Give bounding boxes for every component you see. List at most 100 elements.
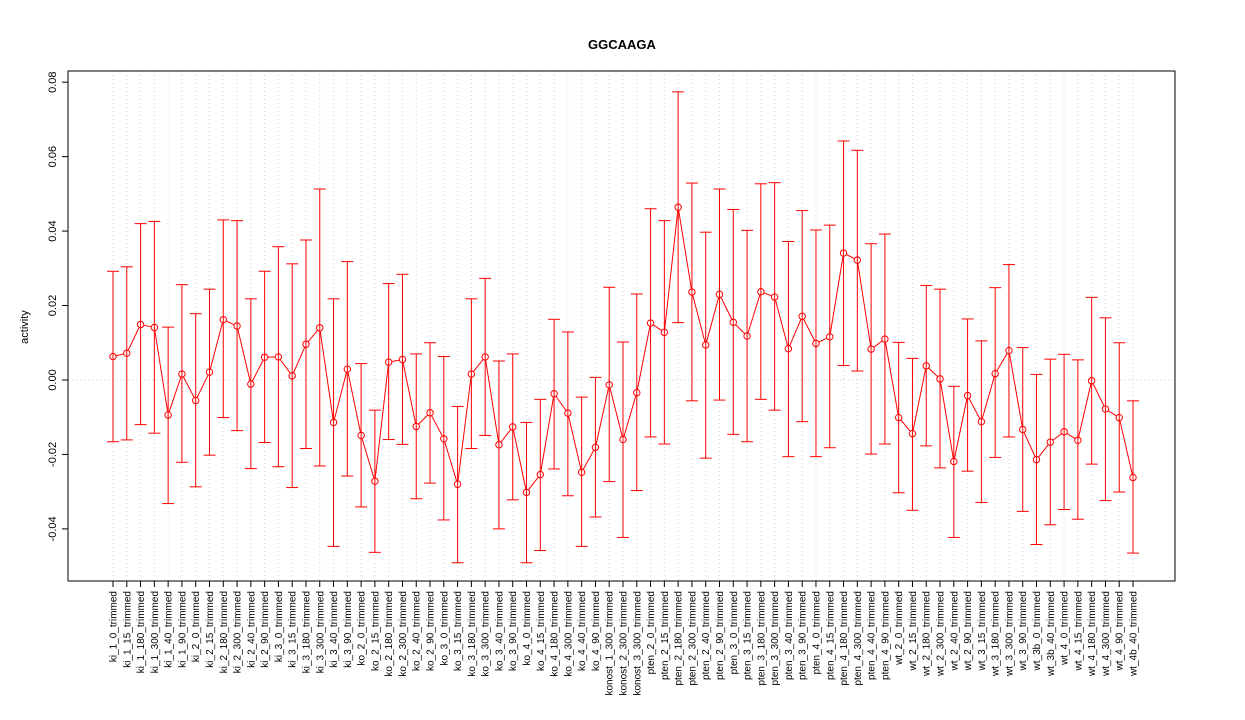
x-tick-label: wt_2_0_trimmed bbox=[894, 591, 905, 666]
data-point bbox=[192, 396, 200, 405]
x-tick-label: pten_4_15_trimmed bbox=[825, 591, 836, 680]
series-segment bbox=[940, 381, 954, 459]
data-point bbox=[453, 480, 462, 488]
x-tick-label: pten_3_90_trimmed bbox=[798, 591, 809, 680]
data-point bbox=[550, 390, 558, 398]
y-tick-label: 0.02 bbox=[47, 295, 59, 316]
series-segment bbox=[1066, 432, 1076, 440]
data-point bbox=[302, 340, 310, 348]
x-tick-label: wt_2_180_trimmed bbox=[922, 591, 933, 677]
series-segment bbox=[912, 368, 927, 431]
data-point bbox=[839, 249, 848, 257]
x-tick-label: konost_1_300_trimmed bbox=[605, 591, 616, 696]
x-tick-label: ki_3_0_trimmed bbox=[274, 591, 285, 662]
data-point bbox=[178, 370, 186, 378]
x-tick-label: ko_4_90_trimmed bbox=[591, 591, 602, 671]
x-tick-label: ki_2_0_trimmed bbox=[191, 591, 202, 662]
series-segment bbox=[1119, 420, 1133, 475]
series-segment bbox=[500, 429, 512, 443]
series-segment bbox=[143, 324, 152, 328]
x-tick-label: ko_4_0_trimmed bbox=[522, 591, 533, 665]
series-segment bbox=[996, 353, 1008, 372]
data-point bbox=[495, 441, 503, 449]
x-tick-label: wt_3b_0_trimmed bbox=[1032, 591, 1043, 671]
series-segment bbox=[857, 263, 872, 346]
x-tick-label: ki_1_15_trimmed bbox=[122, 591, 133, 668]
data-point bbox=[164, 411, 172, 419]
x-tick-label: ko_3_300_trimmed bbox=[481, 591, 492, 677]
series-segment bbox=[444, 441, 458, 482]
series-segment bbox=[374, 365, 389, 479]
series-segment bbox=[981, 376, 995, 419]
x-tick-label: ko_2_0_trimmed bbox=[357, 591, 368, 665]
data-point bbox=[908, 429, 917, 438]
data-point bbox=[1115, 413, 1123, 422]
series-segment bbox=[182, 376, 195, 398]
series-segment bbox=[720, 297, 733, 320]
x-tick-label: ki_1_300_trimmed bbox=[150, 591, 161, 673]
data-point bbox=[1087, 377, 1096, 385]
x-tick-label: wt_4_180_trimmed bbox=[1087, 591, 1098, 677]
series-segment bbox=[678, 210, 692, 290]
data-point bbox=[784, 345, 793, 353]
series-segment bbox=[652, 324, 662, 331]
series-segment bbox=[485, 359, 499, 442]
data-point bbox=[577, 468, 586, 476]
x-tick-label: ki_3_90_trimmed bbox=[343, 591, 354, 668]
x-tick-label: ko_3_40_trimmed bbox=[494, 591, 505, 671]
series-segment bbox=[664, 210, 679, 330]
data-point bbox=[922, 362, 930, 370]
x-tick-label: wt_4_90_trimmed bbox=[1115, 591, 1126, 671]
x-tick-label: wt_3_180_trimmed bbox=[991, 591, 1002, 677]
series-segment bbox=[595, 387, 610, 445]
x-tick-label: pten_2_90_trimmed bbox=[715, 591, 726, 680]
x-tick-label: ki_1_40_trimmed bbox=[164, 591, 175, 668]
data-point bbox=[481, 353, 489, 361]
data-point bbox=[660, 328, 669, 337]
x-tick-label: ko_2_300_trimmed bbox=[398, 591, 409, 677]
data-point bbox=[991, 369, 999, 378]
data-point bbox=[936, 375, 944, 383]
x-tick-label: pten_2_180_trimmed bbox=[674, 591, 685, 686]
x-tick-label: pten_4_0_trimmed bbox=[811, 591, 822, 674]
series-segment bbox=[884, 342, 899, 415]
x-tick-label: wt_3_90_trimmed bbox=[1018, 591, 1029, 671]
y-tick-label: 0.04 bbox=[47, 220, 59, 241]
x-tick-label: wt_4b_40_trimmed bbox=[1129, 591, 1140, 677]
series-segment bbox=[127, 327, 140, 351]
series-segment bbox=[582, 449, 595, 470]
data-point bbox=[247, 380, 255, 388]
series-segment bbox=[636, 326, 651, 390]
series-segment bbox=[347, 372, 361, 433]
series-segment bbox=[789, 319, 802, 346]
data-point bbox=[1101, 405, 1110, 413]
data-point bbox=[1074, 436, 1082, 444]
x-tick-label: wt_3b_40_trimmed bbox=[1046, 591, 1057, 677]
series-segment bbox=[115, 353, 124, 357]
x-tick-label: wt_4_15_trimmed bbox=[1073, 591, 1084, 671]
x-tick-label: pten_2_0_trimmed bbox=[646, 591, 657, 674]
data-point bbox=[867, 345, 875, 353]
x-tick-label: pten_3_180_trimmed bbox=[756, 591, 767, 686]
series-segment bbox=[1009, 353, 1023, 427]
series-segment bbox=[472, 359, 484, 372]
x-tick-label: wt_2_40_trimmed bbox=[949, 591, 960, 671]
data-point bbox=[398, 355, 407, 364]
series-segment bbox=[1107, 410, 1117, 417]
series-segment bbox=[418, 414, 429, 425]
data-point bbox=[605, 381, 613, 389]
data-point bbox=[440, 435, 448, 443]
x-tick-label: wt_3_300_trimmed bbox=[1004, 591, 1015, 677]
data-point bbox=[715, 290, 724, 299]
chart-title: GGCAAGA bbox=[588, 37, 657, 52]
data-point bbox=[536, 470, 544, 479]
y-tick-label: 0.08 bbox=[47, 71, 59, 92]
x-tick-label: ki_2_90_trimmed bbox=[260, 591, 271, 668]
series-segment bbox=[1038, 444, 1049, 458]
series-segment bbox=[818, 337, 828, 343]
data-point bbox=[371, 477, 379, 485]
data-point bbox=[1005, 346, 1013, 355]
series-segment bbox=[154, 330, 169, 412]
series-segment bbox=[333, 372, 348, 420]
